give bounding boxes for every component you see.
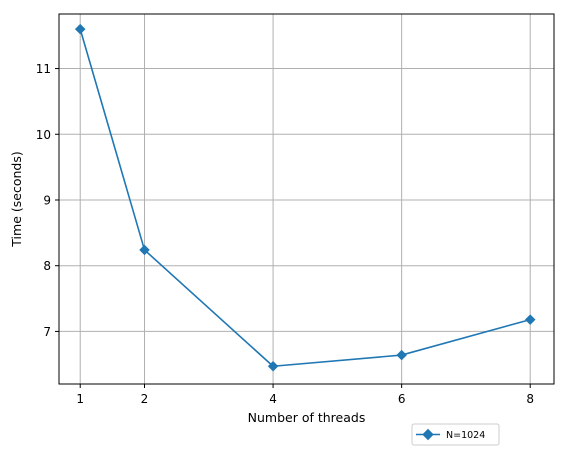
plot-frame <box>58 13 555 385</box>
x-tick-label: 1 <box>76 392 84 406</box>
y-axis-label: Time (seconds) <box>9 151 24 247</box>
y-tick-label: 10 <box>36 128 51 142</box>
x-tick-label: 4 <box>269 392 277 406</box>
legend-label: N=1024 <box>446 430 485 441</box>
data-point-marker <box>139 244 150 256</box>
y-tick-label: 9 <box>43 193 51 207</box>
data-point-marker <box>74 23 86 35</box>
grid <box>59 14 554 384</box>
x-axis-label: Number of threads <box>248 410 366 425</box>
y-tick-label: 8 <box>43 259 51 273</box>
x-tick-label: 2 <box>141 392 149 406</box>
legend-box <box>411 423 500 446</box>
x-tick-label: 6 <box>398 392 406 406</box>
legend: N=1024 <box>411 423 500 446</box>
plot-area <box>59 14 554 384</box>
data-point-marker <box>396 349 407 361</box>
legend-marker-diamond <box>422 428 434 441</box>
data-point-marker <box>524 314 536 325</box>
data-point-marker <box>267 360 279 372</box>
series-layer <box>74 23 536 372</box>
x-tick-label: 8 <box>526 392 534 406</box>
y-tick-label: 7 <box>43 325 51 339</box>
y-tick-label: 11 <box>36 62 51 76</box>
ticks: 1 2 4 6 8 7 8 9 10 11 <box>36 62 534 406</box>
